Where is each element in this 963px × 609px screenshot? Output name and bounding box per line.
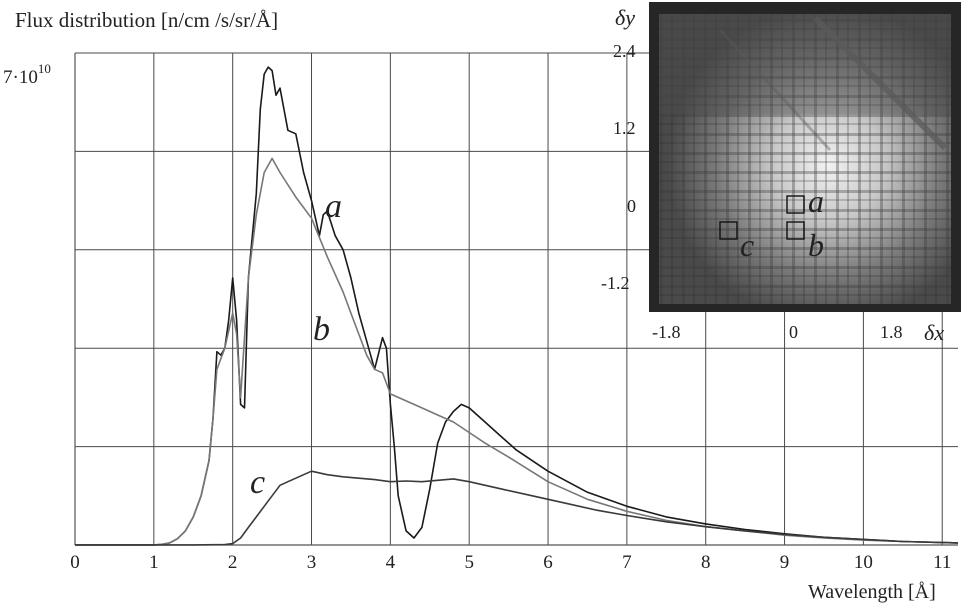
x-tick-label: 4 [386,552,396,573]
inset-heatmap: a b c 2.4 1.2 0 -1.2 -1.8 0 1.8 δy δx [601,2,961,345]
inset-ytick-neg1.2: -1.2 [601,273,630,293]
series-line-c [75,470,959,546]
inset-ytick-2.4: 2.4 [613,41,636,61]
x-tick-label: 6 [543,552,553,573]
curve-label-c: c [250,464,265,501]
x-tick-labels: 0 1 2 3 4 5 6 7 8 9 10 11 [70,552,951,573]
inset-ytick-1.2: 1.2 [613,118,636,138]
series-group [75,66,959,546]
series-line-a [75,66,959,546]
inset-y-axis-label: δy [615,5,635,30]
inset-ytick-0: 0 [627,196,636,216]
x-tick-label: 8 [701,552,711,573]
inset-x-axis-label: δx [924,320,944,345]
y-max-label: 7·1010 [3,61,51,88]
x-tick-label: 11 [933,552,951,573]
x-tick-label: 1 [149,552,159,573]
x-tick-label: 10 [854,552,873,573]
inset-marker-box-a [786,195,805,214]
inset-top-shade [659,14,951,114]
inset-xtick-1.8: 1.8 [880,322,903,342]
inset-marker-box-b [786,221,805,240]
x-axis-title: Wavelength [Å] [808,581,936,603]
inset-marker-label-a: a [808,183,824,219]
x-tick-label: 5 [464,552,474,573]
x-tick-label: 9 [780,552,790,573]
x-tick-label: 0 [70,552,80,573]
x-tick-label: 3 [307,552,317,573]
inset-marker-label-c: c [740,227,754,263]
inset-marker-box-c [719,221,738,240]
inset-marker-label-b: b [808,227,824,263]
x-tick-label: 2 [228,552,238,573]
y-axis-title: Flux distribution [n/cm /s/sr/Å] [15,8,278,32]
inset-diagonal-streak-2 [718,28,832,152]
inset-horizontal-stripes [659,14,951,304]
x-tick-label: 7 [622,552,632,573]
inset-diagonal-streak [812,15,948,151]
inset-xtick-neg1.8: -1.8 [652,322,681,342]
curve-label-b: b [313,311,330,348]
series-line-b [75,157,959,546]
inset-xtick-0: 0 [789,322,798,342]
curve-label-a: a [325,188,342,225]
